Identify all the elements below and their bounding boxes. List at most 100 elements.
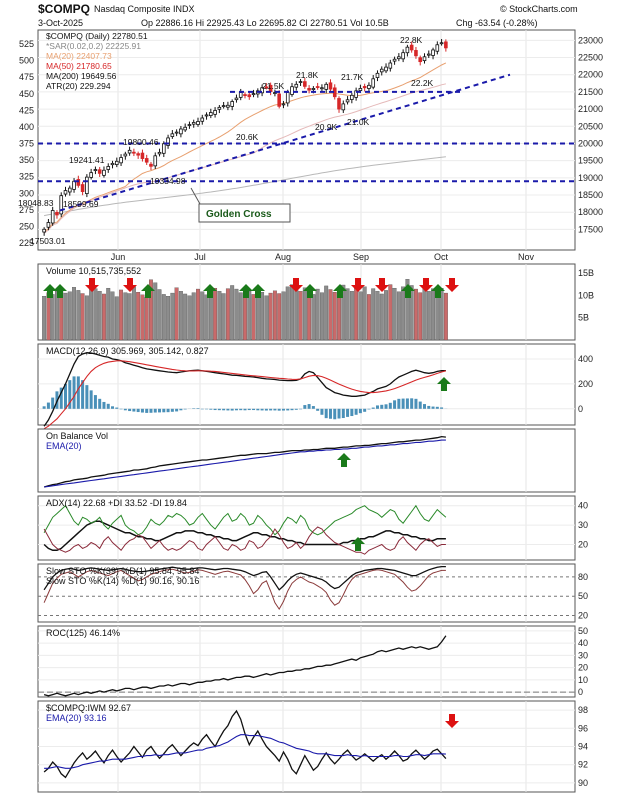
macd-histogram-bar (200, 408, 204, 410)
month-label: Jul (194, 252, 206, 262)
adx-tick-label: 30 (578, 520, 588, 530)
month-label: Aug (275, 252, 291, 262)
volume-bar (345, 288, 350, 341)
ratio-tick-label: 98 (578, 705, 588, 715)
golden-cross-label: Golden Cross (206, 209, 272, 220)
macd-histogram-bar (175, 408, 179, 412)
volume-bar (277, 293, 282, 341)
atr-tick-label: 375 (19, 139, 34, 149)
macd-histogram-bar (230, 408, 234, 411)
volume-bar (302, 287, 307, 341)
candle-body (144, 158, 149, 163)
volume-bar (55, 291, 59, 341)
macd-histogram-bar (85, 385, 89, 409)
volume-bar (200, 291, 205, 341)
volume-bar (161, 294, 166, 341)
macd-histogram-bar (286, 408, 290, 411)
candle-body (371, 78, 376, 88)
volume-bar (401, 286, 406, 341)
ma200-line (44, 156, 446, 217)
trend-line (59, 73, 511, 212)
atr-tick-label: 275 (19, 205, 34, 215)
chart-index-name: Nasdaq Composite INDX (94, 4, 195, 14)
candle-body (102, 169, 106, 176)
macd-histogram-bar (435, 406, 439, 409)
roc-panel-frame (37, 625, 576, 698)
candle-body (345, 99, 350, 103)
candle-body (187, 124, 192, 126)
candle-body (251, 93, 256, 96)
macd-tick-label: 0 (578, 404, 583, 414)
macd-histogram-bar (51, 397, 55, 409)
adx-tick-label: 20 (578, 539, 588, 549)
macd-histogram-bar (183, 408, 187, 410)
volume-bar (42, 296, 47, 341)
atr-tick-label: 475 (19, 72, 34, 82)
macd-histogram-bar (68, 380, 72, 409)
volume-bar (294, 287, 299, 341)
volume-bar (247, 291, 252, 341)
price-tick-label: 23000 (578, 35, 603, 45)
volume-up-arrow (333, 284, 347, 298)
volume-bar (110, 291, 115, 341)
macd-histogram-bar (307, 404, 311, 409)
candle-body (414, 50, 418, 57)
volume-down-arrow (289, 278, 303, 292)
price-annotation: 21.7K (341, 72, 364, 82)
candle-body (76, 179, 81, 186)
stochastic-series-1 (43, 565, 446, 591)
macd-histogram-bar (393, 400, 397, 409)
chart-change: Chg -63.54 (-0.28%) (456, 18, 538, 28)
volume-bar (362, 286, 367, 341)
macd-histogram-bar (256, 408, 260, 411)
macd-histogram-bar (222, 408, 226, 411)
ratio-series-2 (44, 734, 446, 769)
candle-body (439, 42, 444, 45)
candle-body (375, 72, 380, 78)
macd-histogram-bar (264, 408, 268, 411)
macd-histogram-bar (234, 408, 238, 411)
ratio-down-arrow (445, 714, 459, 728)
macd-histogram-bar (388, 402, 392, 409)
obv-title: On Balance Vol (46, 431, 108, 441)
volume-bar (166, 296, 171, 341)
macd-histogram-bar (46, 402, 50, 409)
candle-body (294, 83, 299, 88)
volume-tick-label: 15B (578, 268, 594, 278)
candle-body (153, 155, 158, 167)
candle-body (234, 97, 239, 101)
price-annotation: 19800.46 (123, 137, 159, 147)
macd-histogram-bar (333, 408, 337, 420)
macd-histogram-bar (380, 404, 384, 409)
macd-histogram-bar (316, 408, 320, 411)
candle-body (50, 210, 55, 224)
price-annotation: 18599.69 (63, 199, 99, 209)
price-tick-label: 22500 (578, 53, 603, 63)
volume-down-arrow (351, 278, 365, 292)
price-annotation: 21.0K (347, 117, 370, 127)
candle-body (435, 44, 440, 52)
candle-body (106, 166, 111, 170)
macd-histogram-bar (128, 408, 132, 412)
candle-body (230, 101, 234, 107)
atr-tick-label: 500 (19, 56, 34, 66)
macd-histogram-bar (145, 408, 149, 413)
price-tick-label: 17500 (578, 224, 603, 234)
macd-title: MACD(12,26,9) 305.969, 305.142, 0.827 (46, 346, 209, 356)
price-tick-label: 20000 (578, 138, 603, 148)
candle-body (277, 93, 281, 107)
candle-body (67, 187, 72, 193)
candle-body (397, 56, 401, 60)
candle-body (281, 103, 286, 106)
volume-bar (140, 294, 145, 341)
macd-histogram-bar (311, 406, 315, 409)
macd-histogram-bar (98, 398, 102, 409)
candle-body (388, 62, 393, 69)
candle-body (166, 137, 170, 146)
macd-histogram-bar (132, 408, 136, 412)
price-annotation: 19241.41 (69, 155, 105, 165)
volume-up-arrow (401, 284, 415, 298)
macd-histogram-bar (217, 408, 221, 411)
macd-histogram-bar (358, 408, 362, 414)
